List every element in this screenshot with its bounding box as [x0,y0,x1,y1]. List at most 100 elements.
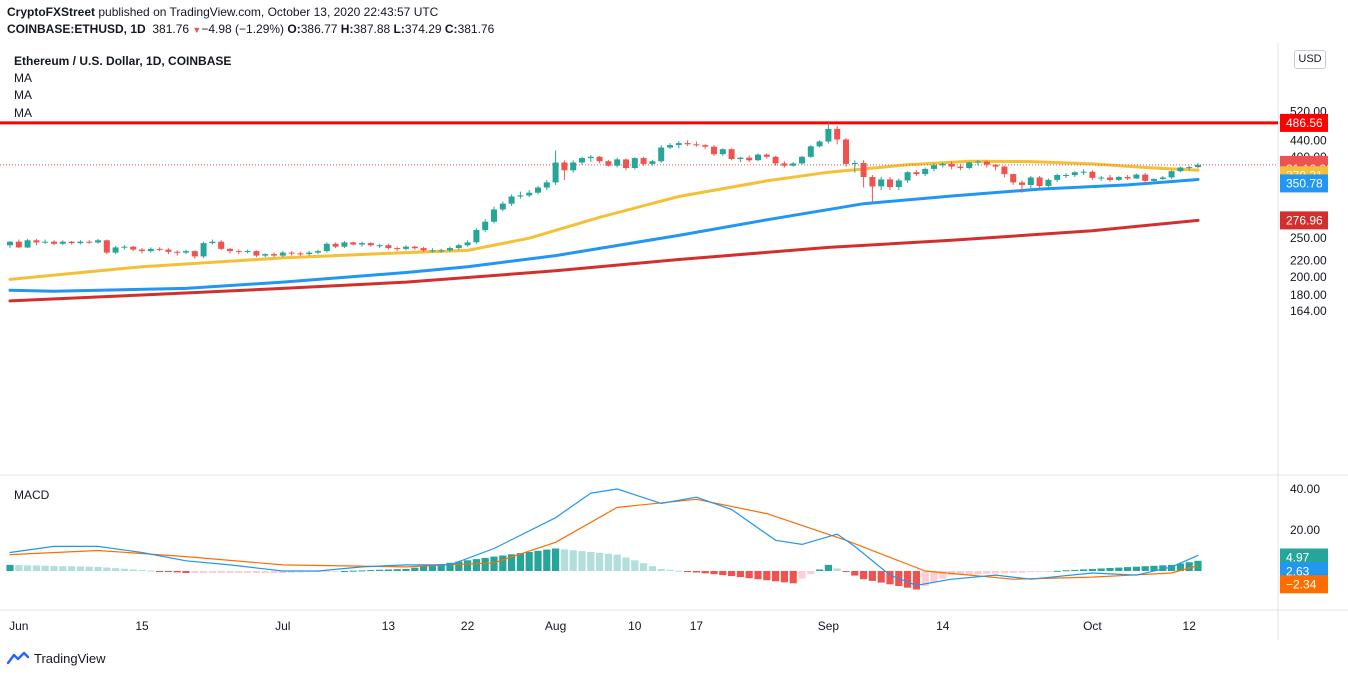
candle-body [491,209,497,222]
candle [253,250,260,258]
candle [147,247,154,253]
candle-body [587,156,594,159]
candle [807,145,814,159]
candle-body [1054,175,1061,180]
macd-histogram-bar [604,553,612,571]
candle-body [931,165,937,169]
macd-histogram-bar [446,562,454,571]
macd-pane [6,488,1202,590]
candle [1124,175,1131,180]
resistance-line[interactable] [0,121,1278,166]
candle [579,156,585,165]
candle-body [605,161,612,166]
candle [922,167,929,177]
candle-body [1151,178,1157,181]
macd-histogram-bar [860,571,868,580]
candle-body [1019,182,1025,185]
price-tag: 486.56 [1286,116,1323,130]
price-tag: 350.78 [1286,176,1323,190]
macd-histogram-bar [156,571,164,572]
candle-body [33,240,40,243]
macd-histogram-bar [1000,571,1008,574]
macd-histogram-bar [464,560,472,571]
macd-histogram-bar [367,570,375,572]
candle [737,156,744,163]
publisher-name[interactable]: CryptoFXStreet [7,5,96,19]
candle-body [447,248,453,251]
macd-histogram-bar [772,571,780,582]
candle [658,145,665,163]
ma-legend-1[interactable]: MA [14,71,32,85]
macd-histogram-bar [992,571,1000,574]
publisher-line: CryptoFXStreet published on TradingView.… [7,5,438,19]
ma-legend-2[interactable]: MA [14,88,32,102]
currency-button[interactable]: USD [1294,50,1326,69]
macd-histogram-bar [1044,571,1052,572]
candle-body [860,163,867,177]
macd-histogram-bar [596,552,604,571]
candle [693,141,700,147]
candle-body [288,252,295,254]
candle [112,245,119,255]
candle-body [755,154,761,161]
candle [359,241,365,247]
candle [719,148,726,156]
macd-histogram-bar [323,571,331,572]
macd-histogram-bar [1080,569,1088,571]
macd-legend[interactable]: MACD [14,488,50,502]
candle [755,153,761,162]
macd-histogram-bar [1115,567,1123,571]
macd-histogram-bar [1124,567,1132,571]
macd-histogram-bar [1062,570,1070,572]
macd-histogram-bar [560,549,568,571]
macd-histogram-bar [85,566,93,571]
chart-area[interactable]: 164.00180.00200.00220.00250.00400.00440.… [0,43,1348,643]
brand-name: TradingView [34,650,106,666]
candle-body [103,240,110,253]
ma-long-line [8,218,1200,303]
candle-body [957,166,964,168]
macd-histogram-bar [455,561,463,571]
macd-signal-line [9,498,1199,580]
candle-body [7,241,13,246]
footer-brand[interactable]: TradingView [7,648,106,668]
macd-histogram-bar [288,571,296,573]
macd-histogram-bar [1132,566,1140,571]
macd-histogram-bar [1053,570,1061,572]
macd-histogram-bar [1106,568,1114,571]
macd-histogram-bar [719,571,727,576]
macd-histogram-bar [94,566,102,571]
candle [1107,175,1113,182]
macd-histogram-bar [147,570,155,572]
macd-histogram-bar [842,571,850,572]
candle-body [156,248,163,250]
down-triangle-icon: ▼ [192,25,202,35]
candle [429,248,436,253]
candle-body [420,248,427,251]
candle [376,243,383,249]
macd-histogram-bar [411,567,419,571]
macd-histogram-bar [578,551,586,571]
candle [1151,178,1157,184]
candle-body [68,241,75,244]
price-change: −4.98 (−1.29%) [201,22,285,36]
macd-histogram-bar [481,557,489,571]
candle [975,159,981,166]
macd-histogram-bar [50,565,58,571]
candle-body [790,163,797,166]
price-axis-tick-label: 250.00 [1290,231,1327,245]
candle [1115,176,1122,181]
candle-body [843,139,849,164]
macd-histogram-bar [824,564,832,571]
candle [543,179,550,191]
macd-histogram-bar [279,571,287,573]
last-price: 381.76 [152,22,190,36]
price-tag: 276.96 [1286,213,1323,227]
ma-legend-3[interactable]: MA [14,106,32,120]
candle-body [95,240,101,243]
candle-body [983,161,990,165]
macd-histogram-bar [490,556,498,571]
time-axis-tick-label: Jun [9,619,28,633]
candle [561,160,568,180]
candle [121,245,128,250]
